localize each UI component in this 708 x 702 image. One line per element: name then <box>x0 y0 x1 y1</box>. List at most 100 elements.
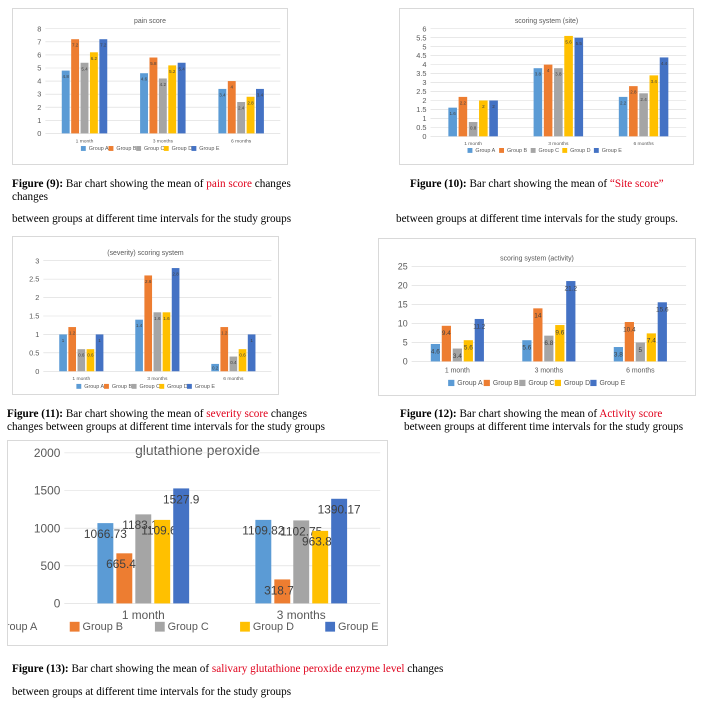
data-label: 1.2 <box>221 331 228 336</box>
legend-label: Group C <box>140 384 161 390</box>
data-label: 5.6 <box>464 345 473 352</box>
caption-text: Bar chart showing the mean of <box>63 178 207 190</box>
legend-swatch <box>448 379 455 387</box>
legend-swatch <box>159 383 165 389</box>
y-tick-label: 2.5 <box>416 87 426 96</box>
legend-swatch <box>554 379 561 387</box>
data-label: 0.8 <box>470 126 477 131</box>
data-label: 11.2 <box>473 323 485 330</box>
bar-group-c <box>554 68 563 137</box>
data-label: 4.8 <box>63 74 70 79</box>
data-label: 3.4 <box>453 353 462 360</box>
chart-title: (severity) scoring system <box>107 250 184 257</box>
caption-figure-9-line2: changes <box>12 191 49 203</box>
y-tick-label: 1 <box>37 116 41 125</box>
y-tick-label: 1500 <box>34 484 61 498</box>
data-label: 9.4 <box>442 330 451 337</box>
caption-highlight: Activity score <box>599 408 663 420</box>
legend-label: Group C <box>144 146 165 152</box>
data-label: 4 <box>547 68 550 73</box>
x-tick-label: 3 months <box>548 141 569 147</box>
caption-text: changes <box>251 178 291 190</box>
bar-group-d <box>238 349 247 372</box>
bar-group-b <box>624 321 634 362</box>
legend-label: Group E <box>338 621 379 633</box>
legend-swatch <box>325 621 336 632</box>
y-tick-label: 0.5 <box>29 348 39 357</box>
caption-label: Figure (10): <box>410 178 467 190</box>
data-label: 2.8 <box>247 100 254 105</box>
bar-group-e <box>95 334 104 372</box>
legend-swatch <box>590 379 597 387</box>
chart-svg-site-score: scoring system (site)00.511.522.533.544.… <box>416 18 687 154</box>
data-label: 3.8 <box>614 351 623 358</box>
data-label: 3.4 <box>219 92 226 97</box>
legend-label: Group B <box>507 148 528 154</box>
bar-group-d <box>479 100 488 137</box>
legend-swatch <box>562 147 568 153</box>
caption-figure-10: Figure (10): Bar chart showing the mean … <box>410 178 664 191</box>
bar-group-e <box>171 268 180 372</box>
chart-title: pain score <box>134 18 166 25</box>
data-label: 5 <box>639 347 643 354</box>
data-label: 4.6 <box>431 348 440 355</box>
bar-group-e <box>474 318 484 362</box>
caption-highlight: pain score <box>206 178 252 190</box>
bar-group-e <box>247 334 256 372</box>
bar-group-c <box>77 349 86 372</box>
legend-swatch <box>186 383 192 389</box>
caption-figure-9-continuation: between groups at different time interva… <box>12 213 292 225</box>
legend-label: Group D <box>172 146 193 152</box>
legend-label: Group E <box>195 384 216 390</box>
data-label: 2.6 <box>145 279 152 284</box>
legend-label: Group D <box>564 380 590 387</box>
data-label: 665.48 <box>106 557 143 571</box>
chart-pain-score: pain score 0 1 2 3 4 5 6 7 8 4.8 7.2 5.4 6.2 7.2 1 mont… <box>12 8 288 165</box>
data-label: 2.4 <box>640 97 647 102</box>
legend-label: Group E <box>599 380 625 387</box>
legend-swatch <box>104 383 109 389</box>
bar-group-b <box>149 57 158 134</box>
bar-group-b <box>458 96 468 137</box>
data-label: 1109.82 <box>242 524 284 538</box>
data-label: 6.8 <box>544 340 553 347</box>
y-tick-label: 8 <box>37 24 41 33</box>
data-label: 0.4 <box>230 360 237 365</box>
bar-group-b <box>441 325 451 362</box>
data-label: 4.2 <box>160 82 167 87</box>
bar-group-d <box>555 325 565 362</box>
x-tick-label: 1 month <box>76 138 94 144</box>
y-tick-label: 2 <box>35 293 39 302</box>
data-label: 6.2 <box>91 56 98 61</box>
bar-group-c <box>293 520 310 604</box>
data-label: 5.6 <box>522 345 531 352</box>
x-tick-label: 3 months <box>277 608 326 622</box>
x-tick-label: 1 month <box>72 376 90 382</box>
y-tick-label: 0 <box>422 132 426 141</box>
y-tick-label: 20 <box>398 281 408 291</box>
y-tick-label: 4 <box>422 60 426 69</box>
legend-label: Group C <box>528 380 554 387</box>
data-label: 2 <box>492 104 495 109</box>
data-label: 1 <box>62 338 65 343</box>
data-label: 2.8 <box>630 90 637 95</box>
chart-glutathione-peroxide: glutathione peroxide 0 500 1000 1500 2000 1066… <box>7 440 388 646</box>
bar-group-e <box>574 37 584 137</box>
chart-title: glutathione peroxide <box>135 442 260 458</box>
legend-label: Group A <box>457 380 483 387</box>
caption-figure-11-line2: changes between groups at different time… <box>7 421 325 433</box>
caption-label: Figure (13): <box>12 663 69 675</box>
caption-highlight: salivary glutathione peroxide enzyme lev… <box>211 663 405 675</box>
data-label: 0.2 <box>212 365 219 370</box>
data-label: 3.8 <box>535 72 542 77</box>
bar-group-a <box>448 107 457 137</box>
data-label: 7.4 <box>647 338 656 345</box>
chart-title: scoring system (activity) <box>500 256 574 263</box>
data-label: 1183.17 <box>122 518 164 532</box>
y-tick-label: 25 <box>398 262 408 272</box>
chart-svg-activity-score: scoring system (activity) 0 5 10 15 20 25 4.6 9.… <box>398 256 687 387</box>
y-tick-label: 3 <box>422 78 426 87</box>
legend-swatch <box>240 621 250 632</box>
bar-group-a <box>59 334 67 372</box>
caption-figure-12: Figure (12): Bar chart showing the mean … <box>400 408 662 421</box>
